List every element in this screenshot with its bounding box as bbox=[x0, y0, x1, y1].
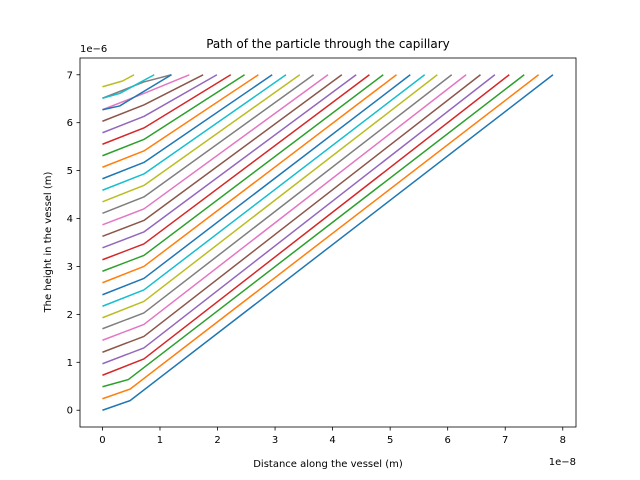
plot-area-frame bbox=[79, 57, 577, 428]
series-line-8 bbox=[102, 74, 453, 330]
series-line-7 bbox=[102, 74, 467, 341]
series-line-18 bbox=[102, 74, 315, 214]
x-tick-label: 4 bbox=[329, 435, 335, 446]
y-tick-label: 2 bbox=[67, 310, 73, 321]
series-line-30 bbox=[102, 74, 155, 99]
series-line-12 bbox=[102, 74, 397, 284]
y-axis-label: The height in the vessel (m) bbox=[43, 171, 54, 313]
series-line-20 bbox=[102, 74, 287, 191]
series-line-27 bbox=[102, 74, 190, 111]
x-tick-label: 1 bbox=[157, 435, 163, 446]
series-line-25 bbox=[102, 74, 218, 134]
series-line-17 bbox=[102, 74, 329, 226]
y-tick-label: 1 bbox=[67, 358, 73, 369]
series-line-9 bbox=[102, 74, 438, 319]
series-line-23 bbox=[102, 74, 245, 157]
x-tick-label: 5 bbox=[387, 435, 393, 446]
series-line-28 bbox=[102, 74, 172, 99]
series-line-4 bbox=[102, 74, 510, 376]
series-line-14 bbox=[102, 74, 370, 261]
series-line-15 bbox=[102, 74, 357, 249]
x-offset-text: 1e−8 bbox=[549, 457, 576, 468]
series-line-26 bbox=[102, 74, 204, 122]
x-axis-label: Distance along the vessel (m) bbox=[253, 459, 403, 470]
x-tick-label: 0 bbox=[99, 435, 105, 446]
series-line-10 bbox=[102, 74, 426, 307]
y-tick-label: 6 bbox=[67, 118, 73, 129]
series-line-5 bbox=[102, 74, 496, 365]
series-line-24 bbox=[102, 74, 232, 145]
series-line-11 bbox=[102, 74, 411, 296]
y-tick-label: 5 bbox=[67, 166, 73, 177]
series-line-3 bbox=[102, 74, 525, 388]
series-line-31 bbox=[102, 74, 172, 111]
series-line-29 bbox=[102, 74, 135, 88]
y-tick-label: 0 bbox=[67, 406, 73, 417]
y-offset-text: 1e−6 bbox=[80, 44, 107, 55]
chart-title: Path of the particle through the capilla… bbox=[206, 37, 450, 51]
y-axis-ticks: 0 1 2 3 4 5 6 7 bbox=[67, 70, 80, 417]
series-line-22 bbox=[102, 74, 259, 168]
series-line-2 bbox=[102, 74, 540, 400]
series-line-13 bbox=[102, 74, 384, 272]
x-tick-label: 3 bbox=[272, 435, 278, 446]
x-tick-label: 2 bbox=[214, 435, 220, 446]
series-line-1 bbox=[102, 74, 554, 411]
y-tick-label: 7 bbox=[67, 70, 73, 81]
series-line-21 bbox=[102, 74, 273, 180]
x-tick-label: 8 bbox=[560, 435, 566, 446]
series-line-19 bbox=[102, 74, 301, 203]
y-tick-label: 4 bbox=[67, 214, 73, 225]
series-line-16 bbox=[102, 74, 343, 237]
x-tick-label: 7 bbox=[502, 435, 508, 446]
x-tick-label: 6 bbox=[444, 435, 450, 446]
y-tick-label: 3 bbox=[67, 262, 73, 273]
x-axis-ticks: 0 1 2 3 4 5 6 7 8 bbox=[99, 427, 566, 446]
series-layer bbox=[102, 74, 554, 411]
series-line-6 bbox=[102, 74, 481, 353]
